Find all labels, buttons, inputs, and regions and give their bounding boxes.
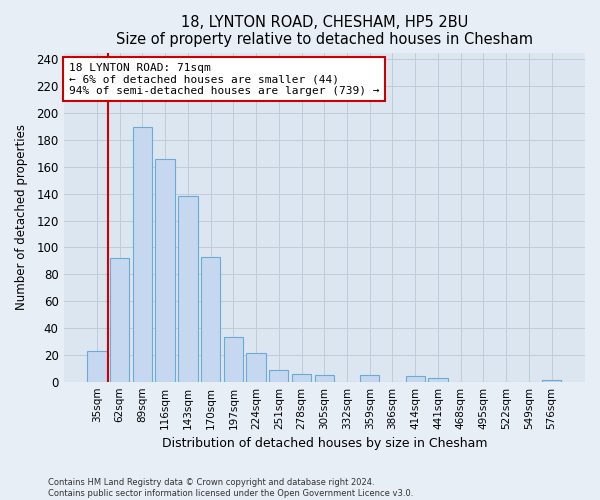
Bar <box>201 257 220 382</box>
Bar <box>110 258 130 382</box>
Title: 18, LYNTON ROAD, CHESHAM, HP5 2BU
Size of property relative to detached houses i: 18, LYNTON ROAD, CHESHAM, HP5 2BU Size o… <box>116 15 533 48</box>
Bar <box>247 354 266 382</box>
Bar <box>428 378 448 382</box>
Bar <box>178 196 197 382</box>
Bar <box>155 159 175 382</box>
Text: Contains HM Land Registry data © Crown copyright and database right 2024.
Contai: Contains HM Land Registry data © Crown c… <box>48 478 413 498</box>
Bar <box>360 375 379 382</box>
Text: 18 LYNTON ROAD: 71sqm
← 6% of detached houses are smaller (44)
94% of semi-detac: 18 LYNTON ROAD: 71sqm ← 6% of detached h… <box>69 62 379 96</box>
Bar <box>224 338 243 382</box>
Bar <box>87 351 107 382</box>
Bar <box>269 370 289 382</box>
Bar <box>133 126 152 382</box>
Bar <box>314 375 334 382</box>
X-axis label: Distribution of detached houses by size in Chesham: Distribution of detached houses by size … <box>161 437 487 450</box>
Bar <box>292 374 311 382</box>
Y-axis label: Number of detached properties: Number of detached properties <box>15 124 28 310</box>
Bar <box>542 380 561 382</box>
Bar <box>406 376 425 382</box>
